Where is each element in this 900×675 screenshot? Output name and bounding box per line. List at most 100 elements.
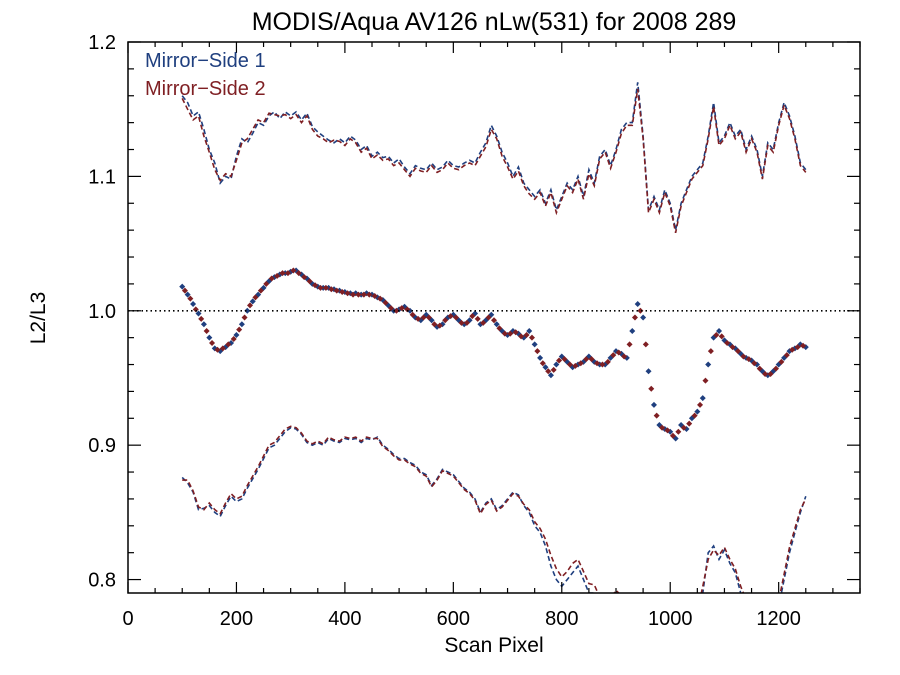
series-1-point [179,283,186,290]
series-2-point [762,370,769,377]
series-2-point [463,319,470,326]
series-2-point [507,330,514,337]
series-1-point [493,321,500,328]
series-2-point [485,314,492,321]
series-2-point [561,356,568,363]
series-2-point [366,291,373,298]
y-tick-label: 1.0 [88,301,116,323]
x-tick-label: 400 [328,608,361,630]
series-2-point [501,330,508,337]
series-2-point [225,341,232,348]
series-2-point [209,340,216,347]
series-2-point [404,306,411,313]
series-2-point [512,329,519,336]
series-2-point [198,315,205,322]
series-2-lower-line [182,425,807,593]
plot-frame [127,41,861,594]
x-tick-label: 0 [122,608,133,630]
series-2-point [469,313,476,320]
series-2-point [350,291,357,298]
series-2-point [241,314,248,321]
series-1-point [553,361,560,368]
series-2-point [306,278,313,285]
series-2-point [675,428,682,435]
series-2-point [295,270,302,277]
series-2-point [360,291,367,298]
series-1-point [233,331,240,338]
series-2-point [631,314,638,321]
series-1-point [640,314,647,321]
series-2-point [718,333,725,340]
series-2-point [290,267,297,274]
series-2-point [691,412,698,419]
series-1-point [650,401,657,408]
series-2-point [312,282,319,289]
x-tick-label: 600 [437,608,470,630]
series-2-point [415,315,422,322]
series-2-point [566,361,573,368]
series-2-point [523,331,530,338]
series-1-point [206,334,213,341]
series-1-lower-line [181,426,807,593]
series-1-upper-line [181,82,807,231]
series-2-point [610,352,617,359]
series-2-point [317,284,324,291]
plot-area [179,82,809,593]
series-2-point [496,325,503,332]
series-2-point [707,348,714,355]
series-1-point [190,301,197,308]
series-2-point [653,412,660,419]
series-2-point [772,365,779,372]
series-1-point [537,354,544,361]
series-2-point [322,284,329,291]
series-2-point [740,353,747,360]
series-2-point [604,358,611,365]
series-2-point [594,360,601,367]
series-2-point [387,305,394,312]
legend: Mirror−Side 1 Mirror−Side 2 [145,50,266,100]
series-1-point [184,291,191,298]
series-2-point [480,319,487,326]
series-2-upper-line [181,88,807,233]
series-2-point [767,370,774,377]
series-1-point [526,327,533,334]
series-2-point [453,314,460,321]
series-2-point [333,287,340,294]
series-2-point [615,349,622,356]
series-2-point [398,305,405,312]
series-2-point [599,361,606,368]
series-1-point [238,321,245,328]
series-2-point [669,432,676,439]
series-2-point [393,307,400,314]
series-2-point [301,274,308,281]
series-2-point [274,272,281,279]
series-2-point [637,307,644,314]
series-1-point [699,395,706,402]
series-1-point [629,327,636,334]
series-1-point [542,364,549,371]
series-2-point [583,356,590,363]
series-2-point [659,424,666,431]
legend-label-side1: Mirror−Side 1 [145,50,266,72]
series-2-point [268,275,275,282]
series-2-point [339,288,346,295]
series-2-point [328,286,335,293]
series-2-point [192,306,199,313]
series-2-point [474,315,481,322]
series-2-point [420,314,427,321]
series-2-point [425,314,432,321]
series-2-point [735,348,741,355]
series-1-point [244,307,251,314]
y-axis-label: L2/L3 [27,292,50,345]
series-2-point [247,302,253,309]
x-axis-label: Scan Pixel [444,634,543,657]
series-2-point [550,366,557,373]
series-2-point [442,317,449,324]
series-2-point [800,342,807,349]
series-2-point [491,317,497,324]
series-2-point [686,420,693,427]
series-2-point [518,333,525,340]
series-2-point [664,427,671,434]
series-2-point [382,299,389,306]
